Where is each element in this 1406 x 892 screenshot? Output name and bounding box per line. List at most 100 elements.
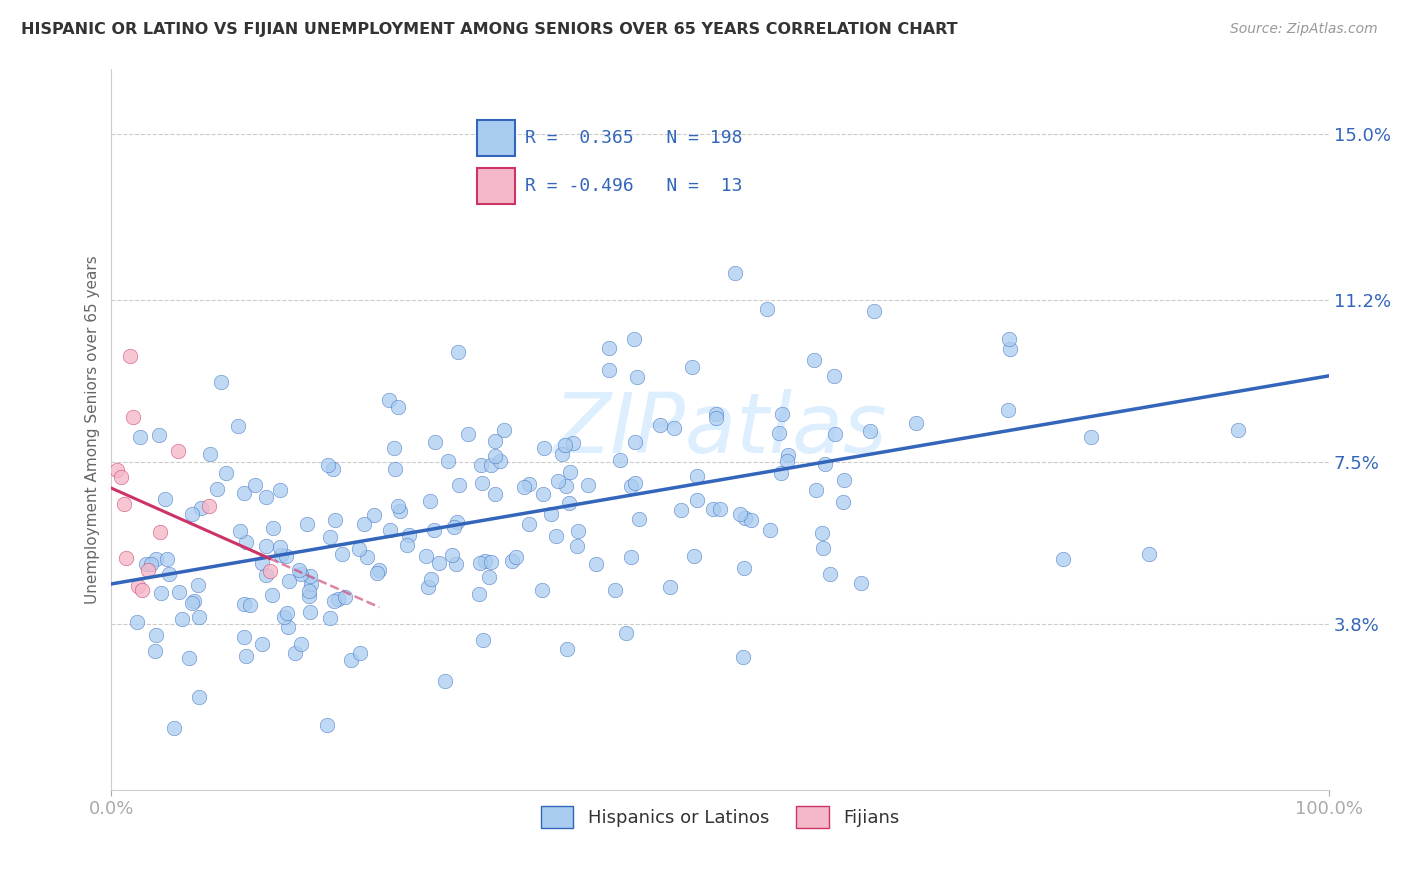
Point [233, 630, 256, 644]
Point [322, 461, 344, 475]
Point [333, 590, 356, 604]
Point [398, 528, 420, 542]
Point [180, 508, 202, 522]
Point [863, 303, 886, 318]
Point [347, 542, 370, 557]
Point [555, 641, 578, 656]
Point [298, 605, 321, 619]
Point [269, 483, 291, 497]
Point [823, 368, 845, 383]
Point [423, 435, 446, 450]
Point [290, 637, 312, 651]
Point [740, 513, 762, 527]
Point [262, 521, 284, 535]
Point [284, 646, 307, 660]
Point [274, 549, 297, 564]
Point [155, 491, 177, 506]
Point [145, 628, 167, 642]
Point [818, 567, 841, 582]
Point [446, 557, 468, 571]
Point [709, 501, 731, 516]
Point [226, 418, 249, 433]
Point [467, 587, 489, 601]
Point [662, 421, 685, 435]
Point [427, 556, 450, 570]
Point [273, 610, 295, 624]
Point [326, 592, 349, 607]
Point [136, 563, 159, 577]
Point [648, 417, 671, 432]
Point [484, 449, 506, 463]
Point [578, 477, 600, 491]
Point [167, 443, 190, 458]
Point [758, 523, 780, 537]
Point [1226, 423, 1249, 437]
Point [555, 478, 578, 492]
Text: R =  0.365   N = 198: R = 0.365 N = 198 [524, 129, 742, 147]
Point [198, 499, 221, 513]
Point [340, 653, 363, 667]
Point [831, 495, 853, 509]
Point [187, 609, 209, 624]
Point [145, 552, 167, 566]
Point [167, 584, 190, 599]
Point [118, 349, 141, 363]
Point [363, 508, 385, 522]
Point [562, 435, 585, 450]
Point [423, 523, 446, 537]
Point [107, 463, 129, 477]
Text: HISPANIC OR LATINO VS FIJIAN UNEMPLOYMENT AMONG SENIORS OVER 65 YEARS CORRELATIO: HISPANIC OR LATINO VS FIJIAN UNEMPLOYMEN… [21, 22, 957, 37]
Point [183, 593, 205, 607]
Point [832, 473, 855, 487]
Point [163, 721, 186, 735]
Point [733, 561, 755, 575]
Point [776, 448, 799, 462]
Point [299, 577, 322, 591]
Point [669, 503, 692, 517]
Text: ZIPatlas: ZIPatlas [554, 389, 887, 470]
Point [478, 570, 501, 584]
Point [997, 402, 1019, 417]
Point [686, 469, 709, 483]
Point [724, 266, 747, 280]
Point [804, 483, 827, 497]
Point [734, 511, 756, 525]
Point [254, 491, 277, 505]
Point [1137, 548, 1160, 562]
Point [567, 524, 589, 538]
Point [540, 507, 562, 521]
Point [368, 563, 391, 577]
Point [620, 550, 643, 565]
Point [849, 576, 872, 591]
Point [420, 572, 443, 586]
Point [624, 434, 647, 449]
Point [254, 539, 277, 553]
Point [554, 438, 576, 452]
Point [366, 566, 388, 581]
Point [170, 612, 193, 626]
Point [288, 563, 311, 577]
Point [131, 582, 153, 597]
Point [209, 375, 232, 389]
Point [501, 554, 523, 568]
FancyBboxPatch shape [477, 120, 515, 156]
Point [259, 564, 281, 578]
Point [229, 524, 252, 538]
Point [330, 547, 353, 561]
Point [233, 597, 256, 611]
Point [441, 548, 464, 562]
Point [702, 502, 724, 516]
Point [567, 539, 589, 553]
Legend: Hispanics or Latinos, Fijians: Hispanics or Latinos, Fijians [534, 798, 907, 835]
Point [681, 360, 703, 375]
Point [316, 458, 339, 472]
Point [544, 528, 567, 542]
Point [776, 454, 799, 468]
Point [149, 586, 172, 600]
Point [547, 474, 569, 488]
Point [474, 554, 496, 568]
Point [533, 442, 555, 456]
Point [479, 458, 502, 472]
Point [127, 579, 149, 593]
Point [235, 649, 257, 664]
